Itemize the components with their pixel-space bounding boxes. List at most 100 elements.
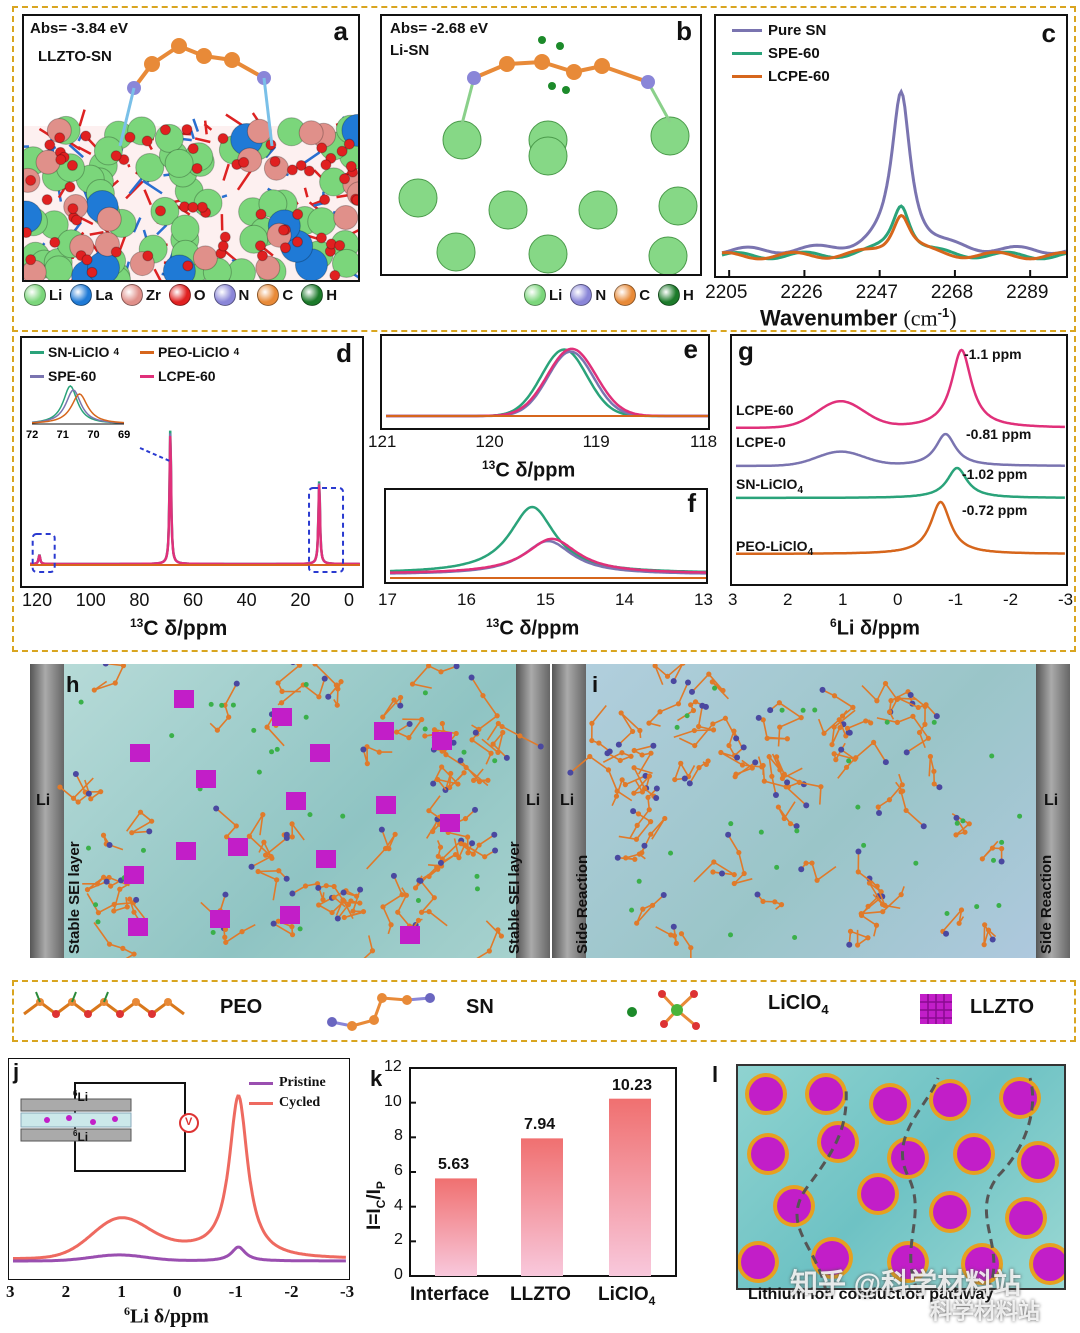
li-ion <box>251 727 257 733</box>
li-ion <box>297 926 303 932</box>
legend-text: PEO-LiClO <box>158 344 230 360</box>
bond <box>194 137 211 144</box>
bar-value-label: 10.23 <box>612 1076 653 1094</box>
x-category-label: Interface <box>410 1284 489 1306</box>
peak-label: -1.02 ppm <box>962 466 1028 482</box>
panel-g-label: g <box>738 336 754 366</box>
atom <box>24 227 32 239</box>
x-tick-label: 2247 <box>855 282 898 303</box>
li-ion <box>340 813 346 819</box>
sn-chain <box>481 731 508 759</box>
n-atom <box>390 872 397 879</box>
panel-i-left-electrode <box>552 664 586 958</box>
li-ion <box>991 857 997 863</box>
atom <box>192 245 218 271</box>
n-atom <box>641 842 648 849</box>
legend-atom-li: Li <box>524 284 562 306</box>
sn-chain <box>312 664 339 687</box>
li-atom <box>658 186 698 226</box>
llzto-particle <box>174 690 194 708</box>
atom <box>343 138 355 150</box>
x-tick-label: -3 <box>340 1282 355 1301</box>
panel-f-xlabel-text: C δ/ppm <box>499 617 580 640</box>
n-atom <box>503 754 510 761</box>
panel-g-chart <box>736 348 1065 556</box>
sn-chain <box>277 664 302 693</box>
sn-chain <box>476 920 503 958</box>
legend-peo-liclo: PEO-LiClO 4 <box>140 344 239 360</box>
sn-chain <box>635 894 665 924</box>
conduction-path <box>984 1077 1035 1288</box>
bond <box>77 146 92 155</box>
sn-chain <box>837 741 887 779</box>
panel-f: f <box>384 488 708 584</box>
legend-liclo4-sub: 4 <box>821 1002 829 1017</box>
panel-k-chart <box>409 1067 677 1277</box>
n-atom <box>838 746 845 753</box>
series-line-spe-60 <box>30 433 360 566</box>
atom <box>256 250 268 262</box>
atom <box>320 159 332 171</box>
atom <box>54 132 66 144</box>
atom-h-icon <box>658 284 681 306</box>
li-ion <box>169 733 175 739</box>
li-ion <box>728 821 734 827</box>
atom <box>219 231 231 243</box>
llzto-core <box>1021 1145 1055 1179</box>
sn-chain <box>93 922 136 958</box>
n-atom <box>213 805 220 812</box>
n-atom <box>567 769 574 776</box>
y-tick-label: 10 <box>384 1092 402 1110</box>
li-ion <box>846 758 852 764</box>
sn-chain <box>800 862 837 882</box>
atom-n-icon <box>213 284 236 306</box>
panel-l: l Lithium ion conduction pathway <box>706 1050 1074 1324</box>
atom <box>246 118 272 144</box>
li-ion <box>474 886 480 892</box>
n-atom <box>457 757 464 764</box>
panel-k-ylabel-b: /I <box>364 1189 385 1200</box>
n-atom <box>784 779 791 786</box>
panel-d: 72 71 70 69 d SN-LiClO 4 PEO-LiClO 4 SPE-60 LCPE… <box>20 336 364 588</box>
sn-chain <box>327 681 342 708</box>
panel-d-label: d <box>336 338 352 368</box>
li-ion <box>629 907 635 913</box>
sn-chain <box>82 876 107 891</box>
bond <box>153 268 162 280</box>
legend-lcpe-60: LCPE-60 <box>732 68 830 85</box>
sn-chain <box>680 932 692 958</box>
llzto-particle <box>374 722 394 740</box>
li-ion <box>210 930 216 936</box>
atom-n-icon <box>570 284 593 306</box>
li-ion <box>78 699 84 705</box>
zoom-box-15 <box>308 487 345 573</box>
panel-d-chart: 72 71 70 69 <box>26 385 360 573</box>
atom-label: H <box>326 286 338 304</box>
n-atom <box>133 896 140 903</box>
atom-c-icon <box>614 284 637 306</box>
li-ion <box>884 719 890 725</box>
sn-chain <box>344 889 365 919</box>
sn-chain <box>258 837 288 861</box>
series-name: SN-LiClO <box>736 476 798 492</box>
llzto-particle <box>376 796 396 814</box>
n-atom <box>491 831 498 838</box>
li-ion <box>307 812 313 818</box>
bond <box>125 180 144 200</box>
atom <box>316 142 328 154</box>
n-atom <box>315 884 322 891</box>
category-text: Interface <box>410 1284 490 1305</box>
sn-chain <box>381 875 404 935</box>
panel-k-ylabel-a: I=I <box>364 1208 385 1230</box>
sn-atom <box>341 914 347 921</box>
series-name: PEO-LiClO <box>736 538 808 554</box>
panel-f-xlabel-sup: 13 <box>486 616 500 630</box>
atom-label: Zr <box>145 286 161 304</box>
panel-h-left-electrode <box>30 664 64 958</box>
panel-a-system: LLZTO-SN <box>38 48 112 65</box>
bond <box>192 118 200 132</box>
sn-bond <box>646 81 672 123</box>
atom <box>269 156 281 168</box>
atom <box>238 156 250 168</box>
atom <box>315 232 327 244</box>
